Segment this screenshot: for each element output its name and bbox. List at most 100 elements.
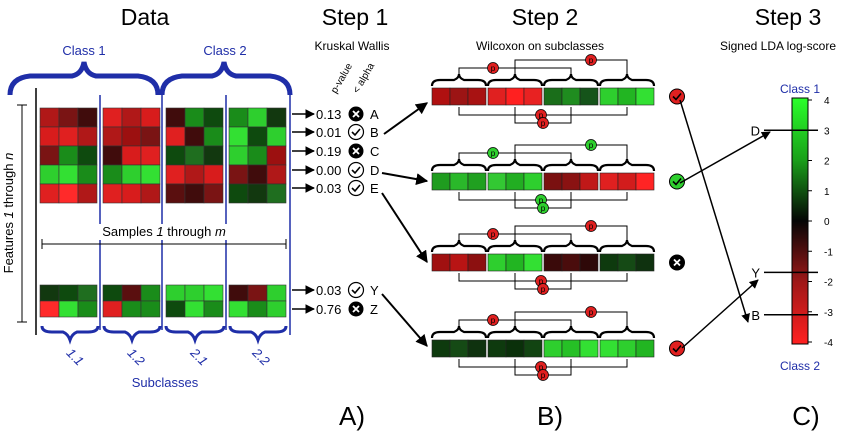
heatmap-cell [140,164,161,185]
arrow-y-to-lda [681,279,759,349]
heatmap-cell [203,300,224,318]
subclass-brace [598,239,656,253]
p-symbol: p [539,111,544,120]
lda-feature-label: Y [751,265,760,280]
wilcoxon-cell [467,339,487,358]
heatmap-cell [266,107,287,128]
heatmap-cell [266,164,287,185]
wilcoxon-cell [579,339,599,358]
subclass-brace [598,325,656,339]
wilcoxon-cell [449,339,469,358]
class1-label: Class 1 [62,43,105,58]
wilcoxon-p-node [537,117,549,129]
wilcoxon-cell [487,87,507,106]
x-mark [352,110,360,118]
heatmap-cell [140,183,161,204]
heatmap-cell [102,300,123,318]
wilcoxon-cell [467,87,487,106]
heatmap-cell [102,107,123,128]
wilcoxon-cell [635,253,655,272]
subtitle-step2: Wilcoxon on subclasses [476,39,604,53]
wilcoxon-p-node [487,228,499,240]
comparison-line [514,144,628,159]
heatmap-cell [58,183,79,204]
heatmap-cell [140,300,161,318]
subclass-brace-1-2 [102,325,162,345]
wilcoxon-p-node [585,139,597,151]
heatmap-cell [77,164,98,185]
wilcoxon-cell [431,339,451,358]
wilcoxon-cell [431,87,451,106]
heatmap-cell [247,126,268,147]
p-symbol: p [539,277,544,286]
lda-tick-label: -1 [824,247,833,258]
heatmap-cell [266,300,287,318]
subclass-brace-2-2 [228,325,288,345]
wilcoxon-cell [523,172,543,191]
heatmap-cell [39,107,60,128]
wilcoxon-cell [561,339,581,358]
class2-label: Class 2 [203,43,246,58]
heatmap-cell [140,284,161,302]
heatmap-cell [266,284,287,302]
lda-tick-label: 4 [824,96,830,107]
wilcoxon-cell [635,172,655,191]
check-mark [351,166,361,175]
subclass-label-2-2: 2.2 [249,344,274,369]
subclass-label-1-1: 1.1 [63,345,86,368]
subclasses-label: Subclasses [132,375,199,390]
feature-label: D [370,163,379,178]
wilcoxon-cell [543,339,563,358]
subclass-brace [430,239,488,253]
wilcoxon-p-node [487,62,499,74]
heatmap-cell [121,183,142,204]
wilcoxon-cell [579,172,599,191]
subclass-brace [542,73,600,87]
wilcoxon-cell [599,253,619,272]
wilcoxon-cell [543,253,563,272]
heatmap-cell [184,300,205,318]
wilcoxon-cell [449,87,469,106]
heatmap-cell [184,164,205,185]
alpha-column-header: < alpha [351,61,377,96]
arrow-d-to-lda [679,131,771,184]
lda-tick-label: -2 [824,278,833,289]
p-symbol: p [539,363,544,372]
heatmap-cell [121,145,142,166]
wilcoxon-cell [635,87,655,106]
heatmap-cell [58,145,79,166]
feature-label: E [370,181,379,196]
wilcoxon-cell [599,172,619,191]
heatmap-cell [39,145,60,166]
heatmap-cell [247,107,268,128]
wilcoxon-cell [561,87,581,106]
wilcoxon-cell [467,253,487,272]
class2-brace [159,61,293,96]
header-step3: Step 3 [755,4,822,30]
heatmap-cell [39,300,60,318]
p-symbol: p [491,149,496,158]
heatmap-cell [228,145,249,166]
heatmap-cell [58,284,79,302]
arrow-e-to-wilcoxon-3 [381,192,428,264]
wilcoxon-cell [487,253,507,272]
heatmap-cell [266,126,287,147]
heatmap-cell [247,145,268,166]
heatmap-cell [184,284,205,302]
subclass-brace [598,73,656,87]
pvalue-text: 0.19 [316,144,341,159]
wilcoxon-cell [543,172,563,191]
wilcoxon-cell [431,172,451,191]
subclass-brace [486,239,544,253]
wilcoxon-cell [617,172,637,191]
subclass-braces [40,325,288,345]
heatmap-cell [165,145,186,166]
feature-label: Y [370,283,379,298]
p-symbol: p [491,316,496,325]
pvalue-text: 0.00 [316,163,341,178]
lda-class1-label: Class 1 [780,82,820,96]
wilcoxon-cell [617,339,637,358]
feature-label: B [370,125,379,140]
wilcoxon-cell [561,253,581,272]
